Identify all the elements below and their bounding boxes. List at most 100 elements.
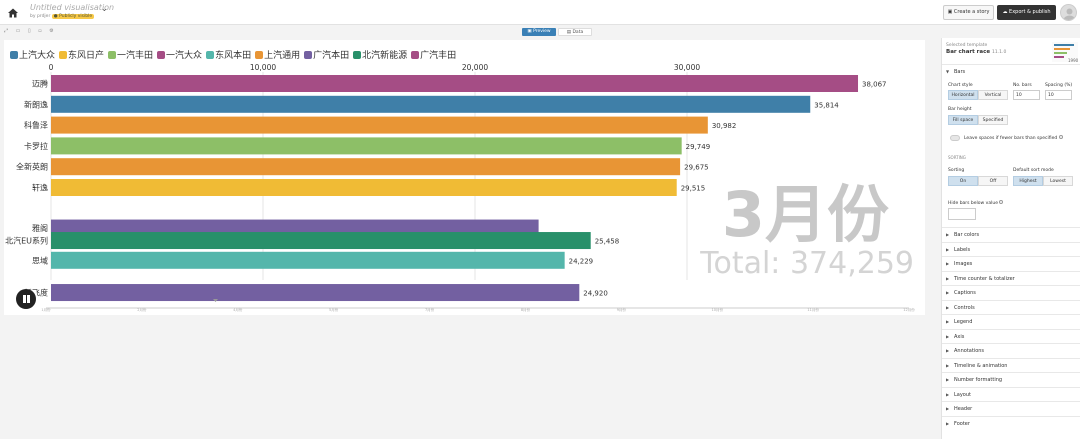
legend-item: 上汽通用 bbox=[255, 48, 300, 61]
legend-label: 东风日产 bbox=[68, 51, 105, 61]
chart-style-vertical[interactable]: Vertical bbox=[978, 90, 1008, 100]
bar-height-specified[interactable]: Specified bbox=[978, 115, 1008, 125]
legend-label: 广汽丰田 bbox=[420, 51, 457, 61]
bar-value-label: 29,675 bbox=[684, 164, 709, 172]
caret-right-icon: ▶ bbox=[946, 420, 950, 426]
section-captions[interactable]: ▶ Captions bbox=[942, 285, 1080, 299]
caret-right-icon: ▶ bbox=[946, 304, 950, 310]
sorting-off[interactable]: Off bbox=[978, 176, 1008, 186]
no-bars-label: No. bars bbox=[1013, 83, 1032, 88]
section-controls[interactable]: ▶ Controls bbox=[942, 299, 1080, 314]
create-story-button[interactable]: ▣ Create a story bbox=[943, 5, 994, 20]
section-label: Timeline & animation bbox=[954, 362, 1008, 369]
timeline-tick-label: 11月份 bbox=[807, 307, 819, 312]
section-header[interactable]: ▶ Header bbox=[942, 401, 1080, 415]
avatar[interactable] bbox=[1060, 4, 1077, 21]
section-number-formatting[interactable]: ▶ Number formatting bbox=[942, 372, 1080, 386]
template-name[interactable]: Bar chart race 11.1.0 bbox=[946, 49, 1006, 55]
section-label: Annotations bbox=[954, 348, 985, 354]
hide-bars-text: Hide bars below value bbox=[948, 200, 1004, 206]
section-images[interactable]: ▶ Images bbox=[942, 256, 1080, 270]
section-layout[interactable]: ▶ Layout bbox=[942, 386, 1080, 401]
bar bbox=[51, 75, 859, 92]
bar-value-label: 25,458 bbox=[595, 238, 620, 246]
caret-right-icon: ▶ bbox=[946, 319, 950, 324]
chevron-down-icon[interactable]: ⌄ bbox=[101, 4, 108, 13]
bar-value-label: 35,814 bbox=[814, 101, 839, 109]
tab-data-label: Data bbox=[572, 30, 584, 35]
legend-swatch bbox=[108, 51, 117, 59]
pause-icon[interactable] bbox=[16, 289, 36, 309]
bar-value-label: 30,982 bbox=[712, 122, 737, 130]
section-label: Header bbox=[954, 406, 973, 412]
x-tick-label: 10,000 bbox=[250, 63, 276, 72]
bar bbox=[51, 95, 811, 113]
bar-category-label: 新朗逸 bbox=[24, 99, 48, 109]
x-tick-label: 30,000 bbox=[674, 63, 700, 72]
legend-item: 广汽本田 bbox=[304, 48, 349, 61]
legend-label: 一汽丰田 bbox=[117, 51, 154, 61]
sort-lowest[interactable]: Lowest bbox=[1043, 176, 1073, 186]
no-bars-input[interactable]: 10 bbox=[1013, 90, 1040, 100]
legend-swatch bbox=[304, 51, 313, 59]
section-footer[interactable]: ▶ Footer bbox=[942, 415, 1080, 430]
caret-right-icon: ▶ bbox=[946, 406, 950, 411]
legend-item: 上汽大众 bbox=[10, 48, 55, 61]
bar-value-label: 24,229 bbox=[569, 257, 594, 265]
author-line: by prdjer ● Publicly visible bbox=[30, 14, 95, 19]
section-label: Axis bbox=[954, 333, 965, 340]
legend-item: 广汽丰田 bbox=[411, 48, 456, 61]
sorting-heading: SORTING bbox=[948, 155, 966, 160]
timeline-tick-label: 2月份 bbox=[137, 307, 147, 312]
top-bar: Untitled visualisation by prdjer ● Publi… bbox=[0, 0, 1080, 25]
sorting-on[interactable]: On bbox=[948, 176, 978, 186]
caret-right-icon: ▶ bbox=[946, 275, 950, 281]
section-label: Labels bbox=[954, 246, 971, 253]
section-axis[interactable]: ▶ Axis bbox=[942, 328, 1080, 343]
info-icon[interactable] bbox=[1058, 135, 1063, 139]
hide-bars-input[interactable] bbox=[948, 208, 976, 220]
section-label: Footer bbox=[954, 420, 970, 427]
caret-right-icon: ▶ bbox=[946, 333, 950, 339]
section-legend[interactable]: ▶ Legend bbox=[942, 314, 1080, 328]
settings-panel: Selected template Bar chart race 11.1.0 … bbox=[941, 38, 1080, 439]
export-publish-button[interactable]: ☁ Export & publish bbox=[997, 5, 1056, 20]
leave-spaces-label: Leave spaces if fewer bars than specifie… bbox=[964, 136, 1058, 141]
section-annotations[interactable]: ▶ Annotations bbox=[942, 343, 1080, 357]
section-label: Legend bbox=[954, 319, 973, 325]
bar-category-label: 新飞度 bbox=[24, 288, 48, 298]
sort-highest[interactable]: Highest bbox=[1013, 176, 1043, 186]
legend-swatch bbox=[255, 51, 264, 59]
visibility-badge: ● Publicly visible bbox=[51, 14, 95, 19]
bar bbox=[51, 158, 681, 176]
visibility-badge-label: Publicly visible bbox=[59, 14, 93, 19]
section-bar-colors[interactable]: ▶ Bar colors bbox=[942, 227, 1080, 241]
chart-style-horizontal[interactable]: Horizontal bbox=[948, 90, 978, 100]
visualisation-title[interactable]: Untitled visualisation bbox=[30, 3, 115, 12]
bar-category-label: 雅阁 bbox=[32, 223, 48, 233]
template-thumbnail[interactable]: 1990 bbox=[1050, 41, 1080, 63]
preview-toolbar: ⤢ ▭ ▯ ▫ ⚙ ▣ Preview ▤ Data bbox=[0, 27, 940, 38]
section-labels[interactable]: ▶ Labels bbox=[942, 241, 1080, 256]
author-label: by prdjer bbox=[30, 14, 51, 19]
tab-preview[interactable]: ▣ Preview bbox=[522, 28, 556, 36]
default-sort-label: Default sort mode bbox=[1013, 168, 1054, 173]
device-size-icons[interactable]: ⤢ ▭ ▯ ▫ ⚙ bbox=[4, 28, 57, 34]
x-tick-label: 0 bbox=[49, 63, 54, 72]
home-icon[interactable] bbox=[6, 5, 20, 19]
spacing-input[interactable]: 10 bbox=[1045, 90, 1072, 100]
bar-category-label: 思域 bbox=[32, 255, 48, 265]
caret-right-icon: ▶ bbox=[946, 290, 950, 295]
export-label: Export & publish bbox=[1009, 9, 1051, 15]
legend-item: 一汽丰田 bbox=[108, 48, 153, 61]
section-bars[interactable]: ▼ Bars bbox=[942, 64, 1080, 78]
leave-spaces-toggle[interactable] bbox=[950, 135, 960, 141]
info-icon[interactable] bbox=[999, 200, 1004, 204]
bar-value-label: 29,749 bbox=[686, 143, 711, 151]
tab-data[interactable]: ▤ Data bbox=[558, 28, 592, 36]
legend-label: 上汽通用 bbox=[264, 51, 301, 61]
bar-height-fill-space[interactable]: Fill space bbox=[948, 115, 978, 125]
section-time-counter-totalizer[interactable]: ▶ Time counter & totalizer bbox=[942, 270, 1080, 285]
legend-swatch bbox=[157, 51, 166, 59]
section-timeline-animation[interactable]: ▶ Timeline & animation bbox=[942, 357, 1080, 372]
